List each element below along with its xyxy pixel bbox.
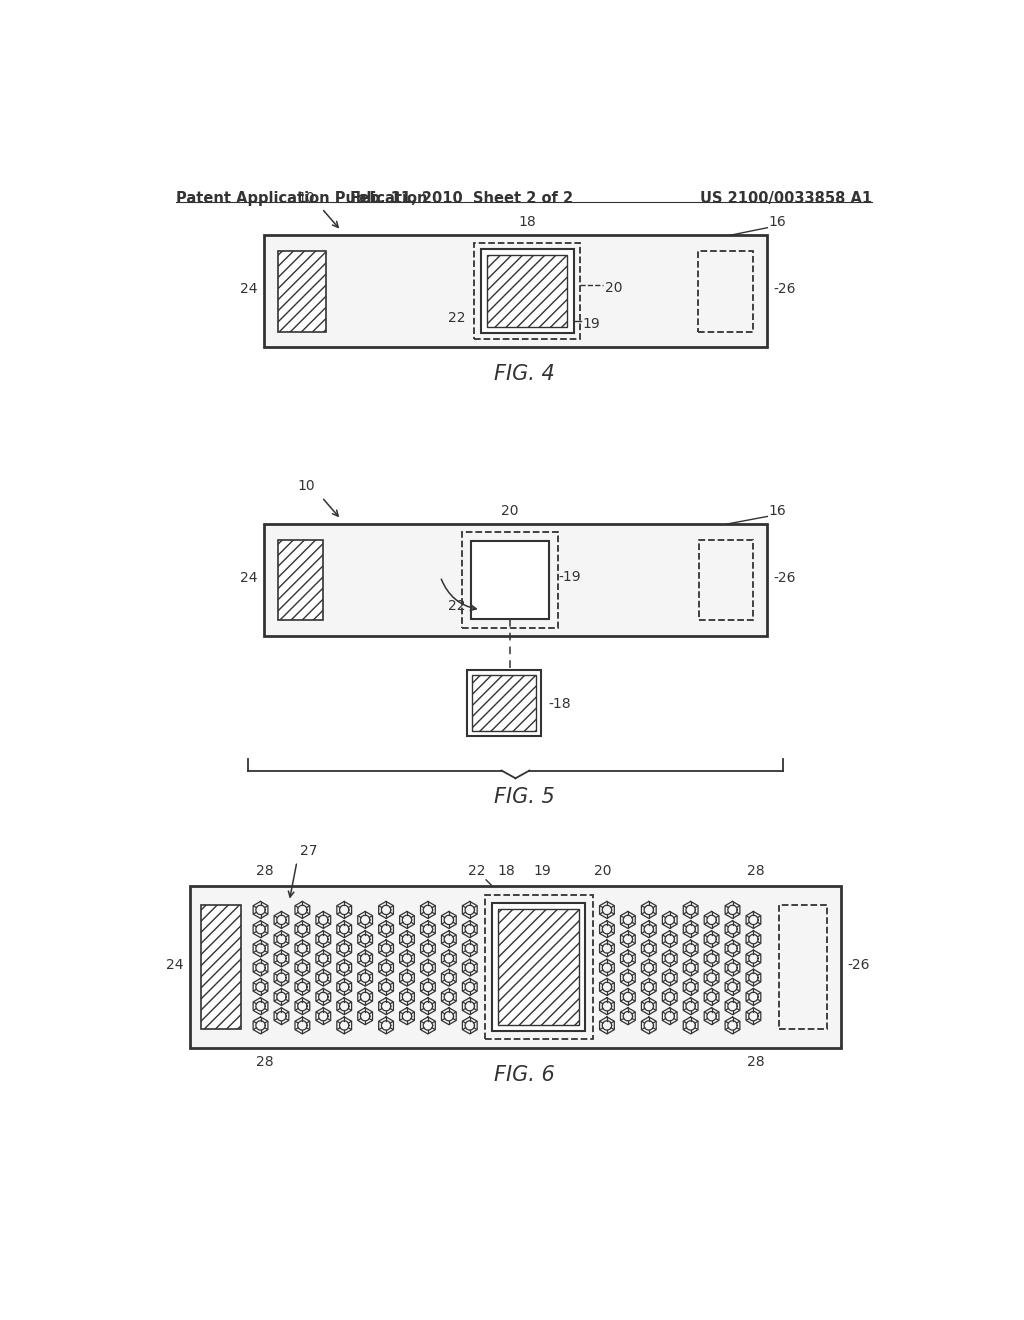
Text: 16: 16 bbox=[769, 504, 786, 517]
Bar bbox=[697, 251, 754, 331]
Text: 27: 27 bbox=[300, 845, 317, 858]
Text: 24: 24 bbox=[240, 572, 257, 585]
Text: 18: 18 bbox=[498, 865, 515, 878]
Text: 20: 20 bbox=[502, 504, 519, 517]
Bar bbox=[278, 540, 323, 620]
Text: FIG. 4: FIG. 4 bbox=[495, 364, 555, 384]
Text: Patent Application Publication: Patent Application Publication bbox=[176, 191, 428, 206]
Bar bbox=[779, 906, 827, 1028]
Text: 28: 28 bbox=[256, 1056, 273, 1069]
Text: FIG. 6: FIG. 6 bbox=[495, 1065, 555, 1085]
Text: -26: -26 bbox=[773, 572, 796, 585]
Bar bbox=[263, 235, 767, 347]
Bar bbox=[190, 886, 841, 1048]
Bar bbox=[484, 895, 593, 1039]
Text: -18: -18 bbox=[549, 697, 571, 710]
Bar bbox=[467, 671, 541, 737]
Text: 20: 20 bbox=[604, 281, 623, 294]
Text: 20: 20 bbox=[594, 865, 611, 878]
Bar bbox=[480, 249, 573, 333]
Text: 22: 22 bbox=[468, 865, 485, 878]
Text: -19: -19 bbox=[558, 569, 581, 583]
Text: 10: 10 bbox=[297, 479, 315, 494]
Text: 18: 18 bbox=[518, 215, 536, 230]
Bar bbox=[201, 906, 241, 1028]
Text: 22: 22 bbox=[447, 312, 465, 326]
Bar bbox=[699, 540, 754, 620]
Bar bbox=[462, 532, 558, 628]
Bar bbox=[471, 541, 549, 619]
Text: 19: 19 bbox=[534, 865, 552, 878]
Text: 24: 24 bbox=[240, 282, 257, 296]
Bar bbox=[278, 251, 326, 331]
Text: 24: 24 bbox=[166, 957, 183, 972]
Bar bbox=[474, 243, 580, 339]
Text: 22: 22 bbox=[447, 599, 465, 612]
Text: 28: 28 bbox=[256, 865, 273, 878]
Text: 16: 16 bbox=[769, 215, 786, 230]
Text: -26: -26 bbox=[847, 957, 869, 972]
Text: US 2100/0033858 A1: US 2100/0033858 A1 bbox=[699, 191, 872, 206]
Bar bbox=[472, 675, 537, 731]
Text: FIG. 5: FIG. 5 bbox=[495, 788, 555, 808]
Bar bbox=[263, 524, 767, 636]
Bar bbox=[486, 256, 567, 327]
Text: Feb. 11, 2010  Sheet 2 of 2: Feb. 11, 2010 Sheet 2 of 2 bbox=[349, 191, 572, 206]
Bar bbox=[499, 909, 579, 1024]
Text: 19: 19 bbox=[583, 317, 601, 331]
Text: 28: 28 bbox=[746, 1056, 765, 1069]
Text: 10: 10 bbox=[297, 190, 315, 205]
Text: 28: 28 bbox=[746, 865, 765, 878]
Bar bbox=[493, 903, 586, 1031]
Text: -26: -26 bbox=[773, 282, 796, 296]
